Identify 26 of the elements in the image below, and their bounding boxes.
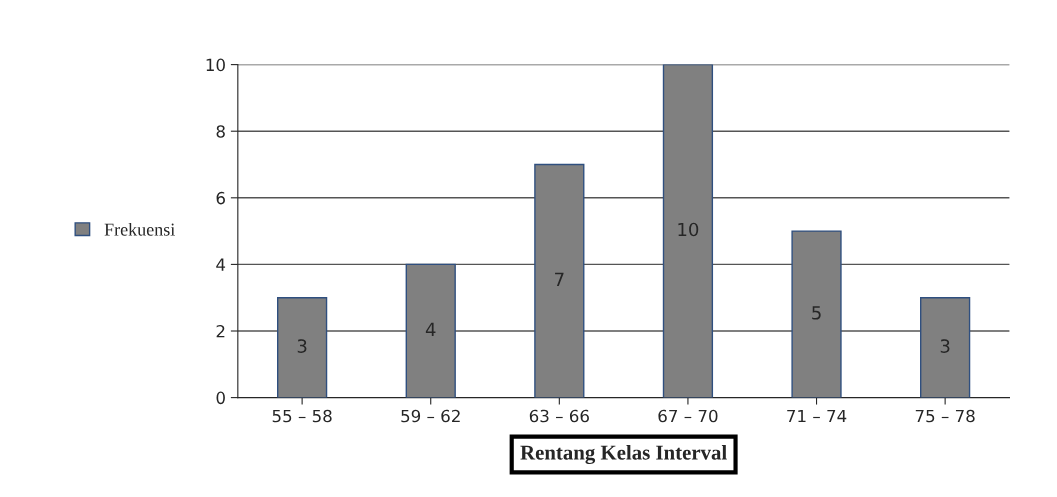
- x-axis-title: Rentang Kelas Interval: [520, 444, 727, 465]
- data-label: 5: [812, 306, 821, 320]
- data-label: 3: [940, 339, 950, 353]
- x-tick-label: 59 – 62: [401, 409, 460, 423]
- y-tick-label: 0: [216, 391, 225, 405]
- x-tick-label: 63 – 66: [529, 409, 589, 423]
- data-label: 4: [425, 322, 436, 336]
- x-tick-label: 71 – 74: [787, 409, 847, 423]
- y-tick-label: 2: [216, 324, 225, 338]
- data-label: 10: [678, 222, 699, 237]
- bar: [791, 230, 842, 398]
- bar: [534, 163, 585, 398]
- bar: [920, 297, 971, 398]
- legend-label: Frekuensi: [104, 222, 175, 236]
- x-tick-label: 75 – 78: [915, 409, 975, 423]
- y-tick-label: 8: [216, 125, 225, 138]
- data-label: 3: [297, 339, 307, 353]
- bar: [405, 263, 456, 398]
- y-tick-label: 6: [216, 191, 225, 205]
- x-tick-label: 55 – 58: [272, 409, 332, 423]
- bar: [276, 297, 328, 398]
- data-label: 7: [555, 272, 564, 287]
- y-tick-label: 10: [206, 58, 225, 72]
- bar: [662, 64, 714, 398]
- y-tick-label: 4: [216, 258, 226, 271]
- x-tick-label: 67 – 70: [658, 409, 718, 423]
